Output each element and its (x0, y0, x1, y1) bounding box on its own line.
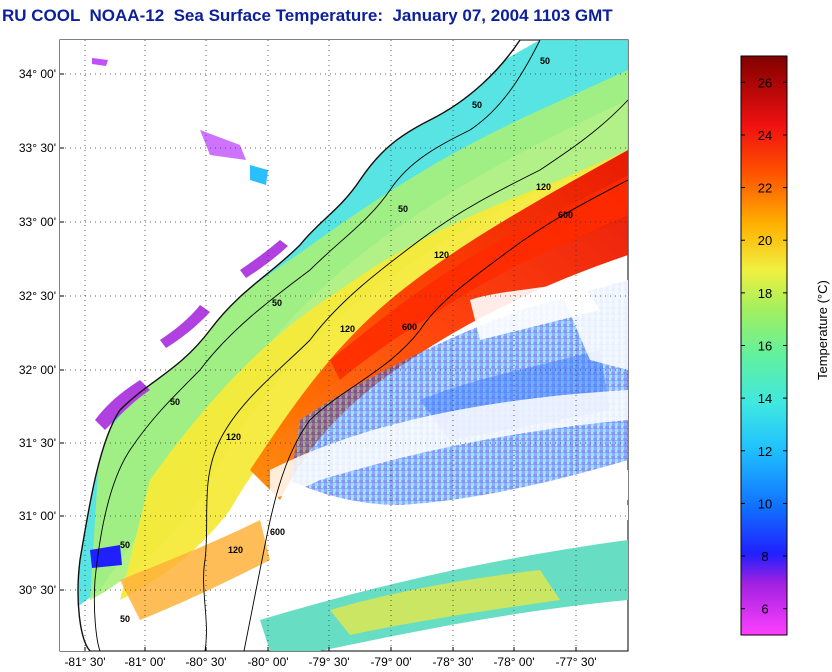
contour-label: 120 (434, 250, 449, 260)
lat-tick-label: 32° 30' (19, 289, 56, 303)
contour-label: 120 (228, 545, 243, 555)
colorbar-ticks: 26 24 22 20 18 16 14 12 10 8 6 (741, 75, 787, 617)
lon-tick-label: -77° 30' (555, 655, 596, 669)
lon-tick-label: -78° 30' (432, 655, 473, 669)
colorbar-tick-label: 14 (758, 391, 772, 406)
colorbar-scale (740, 55, 788, 636)
latitude-axis: 34° 00' 33° 30' 33° 00' 32° 30' 32° 00' 31° 3… (19, 67, 64, 597)
lon-tick-label: -78° 00' (493, 655, 534, 669)
contour-label: 50 (170, 397, 180, 407)
lat-tick-label: 30° 30' (19, 583, 56, 597)
colorbar-tick-label: 16 (758, 339, 772, 354)
lon-tick-label: -80° 00' (247, 655, 288, 669)
colorbar-tick-label: 18 (758, 286, 772, 301)
colorbar-tick-label: 24 (758, 128, 772, 143)
lon-tick-label: -79° 00' (370, 655, 411, 669)
contour-label: 120 (340, 324, 355, 334)
lat-tick-label: 34° 00' (19, 67, 56, 81)
colorbar-tick-label: 20 (758, 233, 772, 248)
coastline (77, 40, 521, 651)
contour-label: 50 (272, 298, 282, 308)
colorbar-tick-label: 26 (758, 75, 772, 90)
colorbar-tick-label: 10 (758, 496, 772, 511)
colorbar: 26 24 22 20 18 16 14 12 10 8 6 Temperature (°C) (740, 55, 830, 636)
contour-label: 600 (558, 210, 573, 220)
lon-tick-label: -81° 30' (64, 655, 105, 669)
graticule (60, 40, 628, 651)
contour-label: 600 (270, 527, 285, 537)
colorbar-tick-label: 22 (758, 181, 772, 196)
contour-label: 50 (472, 100, 482, 110)
contour-50m (93, 40, 541, 651)
colorbar-tick-label: 8 (761, 549, 768, 564)
lon-tick-label: -79° 30' (308, 655, 349, 669)
contour-600m (243, 179, 628, 651)
colorbar-tick-label: 12 (758, 444, 772, 459)
colorbar-tick-label: 6 (761, 602, 768, 617)
lat-tick-label: 33° 30' (19, 141, 56, 155)
lon-tick-label: -81° 00' (124, 655, 165, 669)
lat-tick-label: 31° 30' (19, 436, 56, 450)
contour-120m (203, 99, 628, 651)
contour-label: 50 (120, 614, 130, 624)
sst-field (60, 40, 628, 651)
lat-tick-label: 32° 00' (19, 363, 56, 377)
contour-labels: 50 50 50 50 50 50 50 120 120 120 120 120 600 600 600 (120, 56, 573, 624)
contour-label: 50 (398, 204, 408, 214)
bathymetry-contours (93, 40, 628, 651)
lat-tick-label: 33° 00' (19, 215, 56, 229)
contour-label: 120 (536, 182, 551, 192)
lat-tick-label: 31° 00' (19, 509, 56, 523)
longitude-axis: -81° 30' -81° 00' -80° 30' -80° 00' -79° 30'… (64, 647, 597, 669)
contour-label: 120 (226, 432, 241, 442)
map-panel: 50 50 50 50 50 50 50 120 120 120 120 120 600 600 600 3… (19, 39, 629, 669)
lon-tick-label: -80° 30' (185, 655, 226, 669)
contour-label: 600 (402, 322, 417, 332)
colorbar-label: Temperature (°C) (815, 280, 830, 380)
map-title: RU COOL NOAA-12 Sea Surface Temperature:… (2, 6, 613, 25)
contour-label: 50 (120, 540, 130, 550)
contour-label: 50 (540, 56, 550, 66)
